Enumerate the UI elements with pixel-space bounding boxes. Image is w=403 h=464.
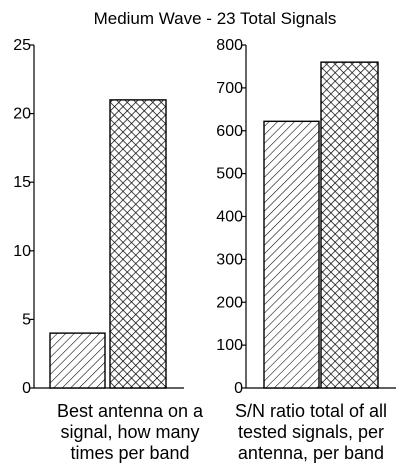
chart-caption-line: S/N ratio total of all <box>235 401 387 421</box>
y-tick-label: 20 <box>13 106 31 123</box>
chart-caption-line: tested signals, per <box>238 422 384 442</box>
chart-caption-line: signal, how many <box>60 422 199 442</box>
right-chart-panel: 0 100 200 300 400 500 600 700 800 S/N ratio total… <box>216 37 396 463</box>
chart-title: Medium Wave - 23 Total Signals <box>94 9 337 28</box>
y-tick-label: 600 <box>216 123 243 140</box>
y-tick-label: 700 <box>216 80 243 97</box>
bar-diagonal-hatch <box>49 332 106 389</box>
y-tick-label: 5 <box>22 311 31 328</box>
chart-caption-line: Best antenna on a <box>57 401 204 421</box>
y-tick-label: 200 <box>216 294 243 311</box>
y-tick-label: 300 <box>216 251 243 268</box>
chart-caption-line: antenna, per band <box>238 443 384 463</box>
y-tick-label: 800 <box>216 37 243 54</box>
bar-diagonal-hatch <box>263 120 320 389</box>
y-tick-label: 400 <box>216 209 243 226</box>
chart-caption-line: times per band <box>70 443 189 463</box>
y-tick-label: 500 <box>216 166 243 183</box>
y-tick-label: 0 <box>234 380 243 397</box>
y-tick-label: 0 <box>22 380 31 397</box>
bar-cross-hatch <box>320 61 379 389</box>
y-tick-label: 25 <box>13 37 31 54</box>
bar-cross-hatch <box>109 99 167 389</box>
y-tick-label: 15 <box>13 174 31 191</box>
y-tick-label: 100 <box>216 337 243 354</box>
y-tick-label: 10 <box>13 243 31 260</box>
